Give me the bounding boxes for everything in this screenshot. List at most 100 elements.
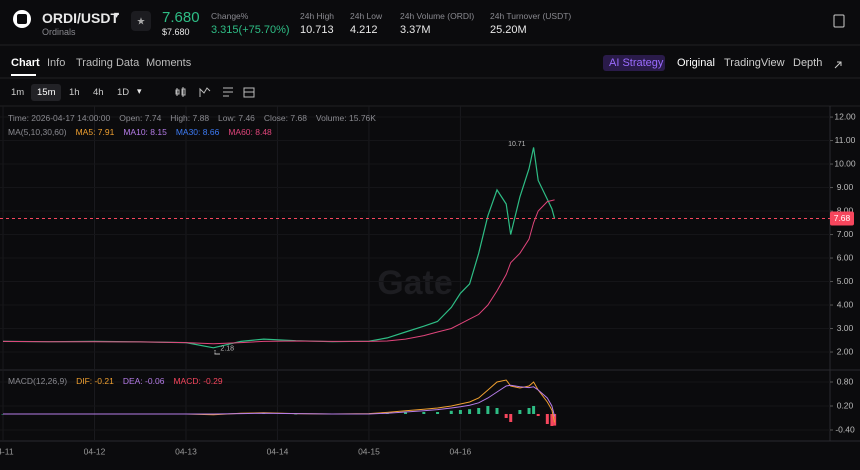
interval-caret[interactable]: ▾ (137, 86, 142, 96)
y-tick-label: 4.00 (837, 299, 854, 309)
interval[interactable]: 1h (69, 87, 80, 98)
last-price-box (830, 211, 854, 226)
ai-badge (603, 55, 665, 71)
macd-info: MACD(12,26,9) DIF: -0.21 DEA: -0.06 MACD: -… (8, 376, 232, 386)
info-item: MA5: 7.91 (75, 127, 115, 137)
tab[interactable]: Moments (146, 57, 192, 69)
info-item: MA60: 8.48 (228, 127, 272, 137)
stat-label: 24h Turnover (USDT) (490, 11, 572, 21)
macd-bar (458, 410, 462, 414)
watermark: Gate (377, 264, 453, 302)
macd-bar (545, 414, 549, 424)
info-item: Volume: 15.76K (315, 113, 376, 123)
price-usd: $7.680 (162, 27, 190, 37)
stat-value: 10.713 (300, 24, 334, 36)
info-item: Low: 7.46 (218, 113, 255, 123)
y-tick-label: 12.00 (834, 111, 856, 121)
interval[interactable]: 15m (37, 87, 56, 98)
pair[interactable]: ORDI/USDT (42, 10, 119, 26)
x-tick-label: 04-15 (358, 446, 380, 456)
macd-bar (477, 408, 481, 414)
x-tick-label: 04-12 (84, 446, 106, 456)
tab[interactable]: Chart (11, 57, 40, 69)
expand-icon[interactable] (834, 61, 842, 69)
price: 7.680 (162, 9, 200, 26)
info-item: DIF: -0.21 (76, 376, 114, 386)
macd-bar (436, 412, 440, 414)
x-tick-label: 04-13 (175, 446, 197, 456)
stat-value: 25.20M (490, 24, 527, 36)
x-tick-label: 04-16 (450, 446, 472, 456)
interval[interactable]: 1m (11, 87, 25, 98)
tool-icons[interactable] (175, 87, 255, 98)
coin-icon (17, 14, 27, 24)
macd-bar (536, 414, 540, 416)
view-tab[interactable]: Original (677, 57, 715, 69)
macd-bar (449, 410, 453, 414)
pair-caret[interactable]: ▾ (114, 10, 120, 21)
macd-bar (532, 406, 536, 414)
info-item: MA(5,10,30,60) (8, 127, 67, 137)
info-item: DEA: -0.06 (122, 376, 165, 386)
low-label: 2.18 (220, 346, 234, 353)
last-price-label: 7.68 (834, 213, 851, 223)
y-tick-label: 0.20 (837, 400, 854, 410)
y-tick-label: 0.80 (837, 376, 854, 386)
star: ★ (137, 17, 146, 28)
x-tick-label: 04-14 (267, 446, 289, 456)
y-tick-label: 9.00 (837, 182, 854, 192)
view-tab[interactable]: AI Strategy (609, 57, 664, 69)
y-tick-label: 11.00 (835, 135, 856, 145)
macd-bar (504, 414, 508, 418)
ma-info: MA(5,10,30,60) MA5: 7.91 MA10: 8.15 MA30: 8… (8, 127, 281, 137)
stat-label: 24h Low (350, 11, 383, 21)
info-item: MACD(12,26,9) (8, 376, 68, 386)
low-marker (214, 350, 220, 355)
info-item: MA10: 8.15 (123, 127, 167, 137)
macd-bar (468, 409, 472, 414)
series-line (2, 199, 555, 345)
high-label: 10.71 (508, 141, 526, 148)
favorite[interactable] (131, 11, 151, 31)
series-line (2, 147, 556, 349)
tab[interactable]: Trading Data (76, 57, 140, 69)
y-tick-label: 7.00 (837, 229, 854, 239)
macd-bar (509, 414, 513, 422)
info-item: Time: 2026-04-17 14:00:00 (8, 113, 111, 123)
macd-bar (404, 412, 408, 414)
stat-value: 3.315(+75.70%) (211, 24, 290, 36)
y-tick-label: 6.00 (837, 252, 854, 262)
y-tick-label: 8.00 (837, 205, 854, 215)
macd-bar (495, 408, 499, 414)
y-tick-label: 10.00 (834, 158, 856, 168)
stat-label: 24h Volume (ORDI) (400, 11, 475, 21)
macd-bar (550, 414, 554, 426)
series-line (3, 379, 556, 423)
macd-bar (486, 406, 490, 414)
y-tick-label: 3.00 (837, 323, 854, 333)
interval-selected (31, 84, 61, 101)
y-tick-label: 5.00 (837, 276, 854, 286)
series-line (3, 384, 556, 417)
interval[interactable]: 1D (117, 87, 130, 98)
y-tick-label: 2.00 (837, 346, 854, 356)
view-tab[interactable]: TradingView (724, 57, 785, 69)
book-icon[interactable] (833, 14, 845, 28)
stat-value: 4.212 (350, 24, 378, 36)
macd-bar (553, 414, 557, 426)
info-item: MA30: 8.66 (175, 127, 220, 137)
interval[interactable]: 4h (93, 87, 104, 98)
view-tab[interactable]: Depth (793, 57, 823, 69)
info-item: MACD: -0.29 (173, 376, 223, 386)
info-item: Open: 7.74 (119, 113, 162, 123)
stat-label: Change% (211, 11, 249, 21)
y-tick-label: -0.40 (835, 424, 855, 434)
x-tick-label: 04-11 (0, 446, 14, 456)
pair-sub: Ordinals (42, 27, 76, 37)
macd-bar (518, 410, 522, 414)
ohlc-info: Time: 2026-04-17 14:00:00 Open: 7.74 High:… (8, 113, 385, 123)
tab[interactable]: Info (47, 57, 66, 69)
macd-bar (422, 412, 426, 414)
info-item: Close: 7.68 (263, 113, 307, 123)
